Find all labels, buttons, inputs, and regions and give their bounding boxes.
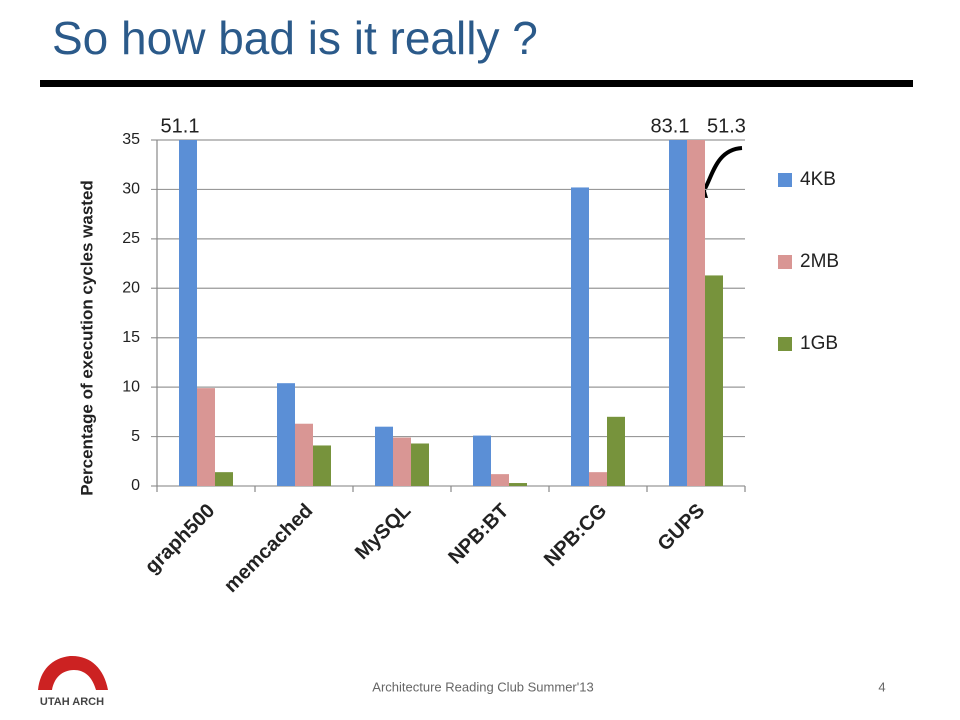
y-tick-label: 30 xyxy=(122,181,140,198)
y-tick-label: 20 xyxy=(122,280,140,297)
legend-swatch xyxy=(778,255,792,269)
legend-swatch xyxy=(778,337,792,351)
x-tick-label: NPB:BT xyxy=(444,500,513,569)
bar xyxy=(589,472,607,486)
bar xyxy=(705,275,723,486)
bar xyxy=(215,472,233,486)
y-tick-label: 35 xyxy=(122,131,140,148)
y-tick-label: 10 xyxy=(122,378,140,395)
bar xyxy=(473,435,491,486)
y-tick-label: 25 xyxy=(122,230,140,247)
x-tick-label: MySQL xyxy=(351,500,415,564)
bar xyxy=(277,383,295,486)
y-tick-label: 5 xyxy=(131,428,140,445)
x-tick-label: GUPS xyxy=(654,500,710,556)
page-number: 4 xyxy=(878,679,885,694)
bar xyxy=(669,140,687,486)
bar xyxy=(295,423,313,486)
logo-text: UTAH ARCH xyxy=(40,696,104,708)
value-label: 83.1 xyxy=(651,115,690,137)
legend-swatch xyxy=(778,173,792,187)
bar xyxy=(491,474,509,486)
y-axis-label: Percentage of execution cycles wasted xyxy=(77,180,96,496)
bar xyxy=(509,483,527,486)
legend-label: 4KB xyxy=(800,169,836,190)
logo: UTAH ARCH xyxy=(38,655,108,708)
value-label: 51.1 xyxy=(161,115,200,137)
legend-label: 1GB xyxy=(800,333,838,354)
bar xyxy=(393,437,411,486)
bar xyxy=(197,388,215,486)
value-label: 51.3 xyxy=(707,115,746,137)
x-tick-label: graph500 xyxy=(141,500,219,578)
bar xyxy=(687,140,705,486)
bar xyxy=(313,445,331,486)
title-rule xyxy=(40,80,913,87)
bar xyxy=(375,426,393,486)
arrow xyxy=(698,146,743,197)
y-tick-label: 0 xyxy=(131,477,140,494)
bar xyxy=(571,187,589,487)
bar xyxy=(411,443,429,486)
footer: Architecture Reading Club Summer'13 xyxy=(372,679,593,694)
legend-label: 2MB xyxy=(800,251,839,272)
slide-title: So how bad is it really ? xyxy=(52,12,538,64)
bar xyxy=(607,416,625,486)
y-tick-label: 15 xyxy=(122,329,140,346)
bar xyxy=(179,140,197,486)
x-tick-label: memcached xyxy=(220,500,317,597)
x-tick-label: NPB:CG xyxy=(540,500,611,571)
